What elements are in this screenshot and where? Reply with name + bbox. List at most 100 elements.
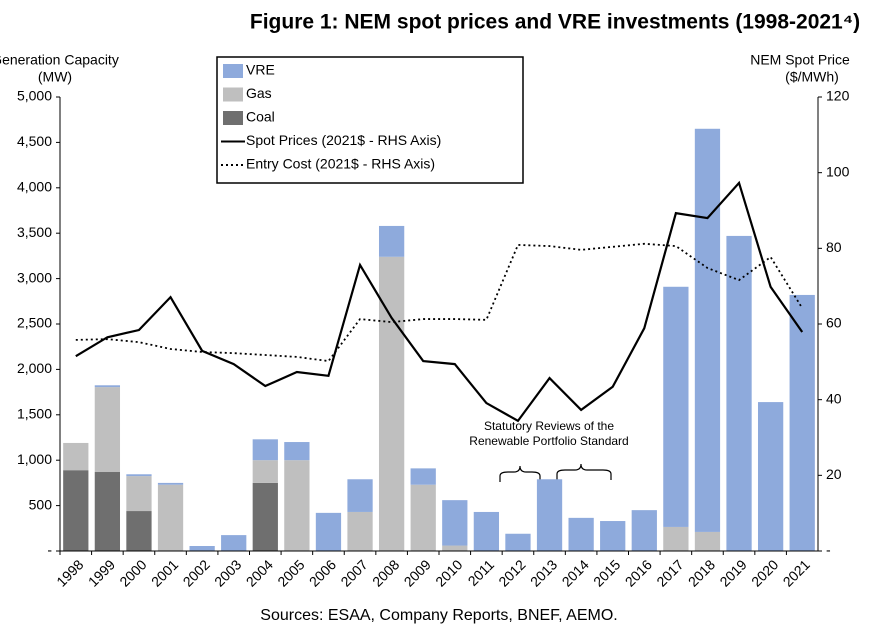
y-tick-label: 3,500 — [17, 224, 52, 240]
bar — [694, 128, 721, 532]
y-tick-label: - — [47, 542, 52, 558]
bar — [189, 546, 215, 551]
legend-label: Coal — [246, 109, 275, 125]
legend-swatch — [223, 87, 243, 102]
x-tick-label: 2001 — [148, 556, 181, 589]
bar — [284, 460, 310, 551]
legend-swatch — [223, 111, 243, 125]
y2-tick-label: 20 — [826, 466, 842, 482]
y2-tick-label: - — [826, 542, 831, 558]
annotation: Statutory Reviews of the — [484, 419, 614, 433]
x-tick-label: 2000 — [116, 556, 149, 589]
y-tick-label: 2,500 — [17, 315, 52, 331]
bar — [694, 531, 721, 551]
bar — [663, 526, 689, 551]
bar — [252, 482, 278, 551]
brace — [499, 465, 541, 482]
x-tick-label: 2010 — [432, 556, 465, 589]
legend-box — [216, 56, 524, 184]
line-series — [75, 242, 803, 363]
x-tick-label: 2006 — [306, 556, 339, 589]
y2-axis-label: NEM Spot Price — [750, 52, 850, 68]
x-tick-label: 1998 — [53, 556, 86, 589]
y-tick-label: 1,500 — [17, 406, 52, 422]
bar — [600, 521, 626, 551]
bar — [315, 512, 342, 551]
legend-label: Spot Prices (2021$ - RHS Axis) — [246, 132, 441, 148]
x-tick-label: 2018 — [685, 556, 718, 589]
x-tick-label: 2007 — [337, 556, 370, 589]
x-tick-label: 2008 — [369, 556, 402, 589]
x-tick-label: 2003 — [211, 556, 244, 589]
annotation: Renewable Portfolio Standard — [469, 434, 628, 448]
bar — [94, 387, 121, 473]
y-axis-label: Generation Capacity — [0, 52, 119, 68]
x-tick-label: 2021 — [780, 556, 813, 589]
y-tick-label: 5,000 — [17, 88, 52, 104]
bar — [252, 439, 278, 461]
x-tick-label: 2016 — [622, 556, 655, 589]
bar — [536, 479, 563, 551]
y-tick-label: 1,000 — [17, 451, 52, 467]
bar — [221, 535, 247, 551]
legend-label: VRE — [246, 62, 275, 78]
bar — [126, 511, 152, 551]
bar — [347, 479, 373, 512]
bar — [126, 474, 152, 477]
bar — [94, 385, 121, 388]
bar — [757, 402, 784, 551]
bar — [631, 510, 657, 551]
x-tick-label: 2013 — [527, 556, 560, 589]
bar — [63, 442, 89, 471]
legend-label: Entry Cost (2021$ - RHS Axis) — [246, 156, 435, 172]
y-tick-label: 4,000 — [17, 179, 52, 195]
y-tick-label: 3,000 — [17, 269, 52, 285]
x-tick-label: 1999 — [85, 556, 118, 589]
bar — [284, 442, 310, 461]
bar — [473, 511, 500, 551]
bar — [410, 484, 436, 551]
bar — [252, 460, 278, 483]
y2-tick-label: 120 — [826, 88, 850, 104]
bar — [726, 235, 752, 551]
x-tick-label: 2017 — [653, 556, 686, 589]
bar — [126, 476, 152, 512]
bar — [63, 470, 89, 551]
x-tick-label: 2015 — [590, 556, 623, 589]
x-tick-label: 2012 — [495, 556, 528, 589]
bar — [568, 517, 594, 551]
y-tick-label: 500 — [29, 496, 53, 512]
x-tick-label: 2011 — [465, 556, 498, 589]
bar — [157, 482, 184, 485]
source-note: Sources: ESAA, Company Reports, BNEF, AE… — [260, 607, 617, 624]
x-tick-label: 2004 — [243, 556, 276, 589]
bar — [442, 500, 468, 546]
y2-tick-label: 60 — [826, 315, 842, 331]
y2-axis-label: ($/MWh) — [785, 69, 839, 85]
y-axis-label: (MW) — [38, 69, 72, 85]
x-tick-label: 2002 — [180, 556, 213, 589]
y2-tick-label: 100 — [826, 163, 850, 179]
x-tick-label: 2014 — [559, 556, 592, 589]
bar — [410, 468, 436, 485]
bar — [347, 511, 373, 551]
y2-tick-label: 80 — [826, 239, 842, 255]
line-series — [75, 180, 804, 423]
y2-tick-label: 40 — [826, 390, 842, 406]
bar — [157, 484, 184, 551]
x-tick-label: 2019 — [716, 556, 749, 589]
bar — [442, 545, 468, 551]
bar — [378, 256, 405, 551]
chart-title: Figure 1: NEM spot prices and VRE invest… — [250, 11, 860, 34]
x-tick-label: 2020 — [748, 556, 781, 589]
legend-swatch — [223, 64, 243, 78]
bar — [789, 294, 815, 551]
x-tick-label: 2009 — [401, 556, 434, 589]
y-tick-label: 4,500 — [17, 133, 52, 149]
bar — [505, 533, 531, 551]
y-tick-label: 2,000 — [17, 360, 52, 376]
bar — [663, 286, 689, 527]
x-tick-label: 2005 — [274, 556, 307, 589]
bar — [94, 472, 121, 551]
